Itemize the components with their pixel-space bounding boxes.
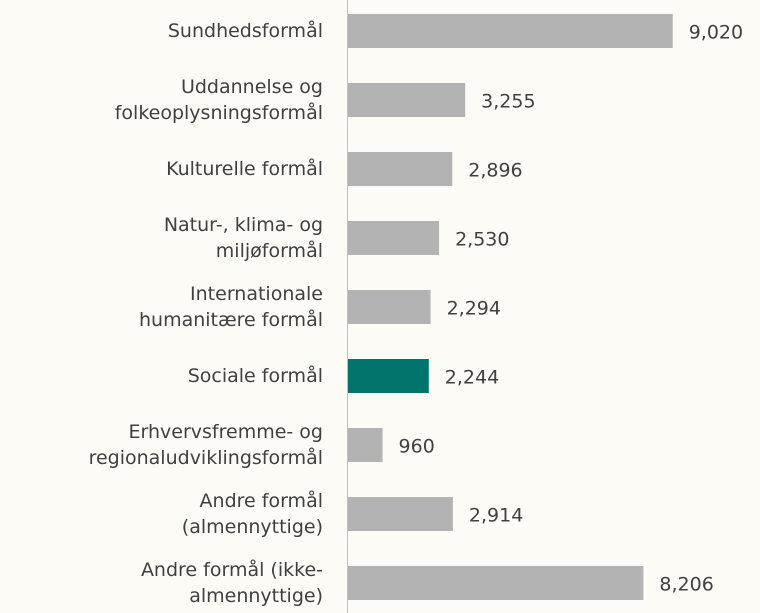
bar [348, 428, 383, 462]
bar [348, 83, 466, 117]
category-label: Erhvervsfremme- og regionaludviklingsfor… [88, 421, 323, 469]
value-label: 9,020 [689, 22, 743, 44]
bar [348, 566, 644, 600]
category-label: Uddannelse og folkeoplysningsformål [114, 76, 323, 124]
category-label: Natur-, klima- og miljøformål [163, 214, 323, 262]
category-label: Sundhedsformål [167, 20, 323, 42]
category-label: Kulturelle formål [166, 158, 323, 180]
value-label: 2,914 [469, 505, 523, 527]
bar [348, 290, 431, 324]
bar [348, 14, 673, 48]
category-label: Andre formål (ikke- almennyttige) [140, 559, 323, 607]
category-label: Sociale formål [187, 365, 323, 387]
bar [348, 497, 453, 531]
value-label: 2,244 [445, 367, 499, 389]
value-label: 3,255 [481, 91, 535, 113]
bar [348, 221, 440, 255]
value-label: 2,530 [455, 229, 509, 251]
value-label: 960 [399, 436, 435, 458]
category-label: Internationale humanitære formål [138, 283, 323, 331]
category-label: Andre formål (almennyttige) [181, 490, 323, 538]
value-label: 8,206 [659, 574, 713, 596]
bar [348, 152, 453, 186]
value-label: 2,896 [468, 160, 522, 182]
bar [348, 359, 429, 393]
value-label: 2,294 [447, 298, 501, 320]
